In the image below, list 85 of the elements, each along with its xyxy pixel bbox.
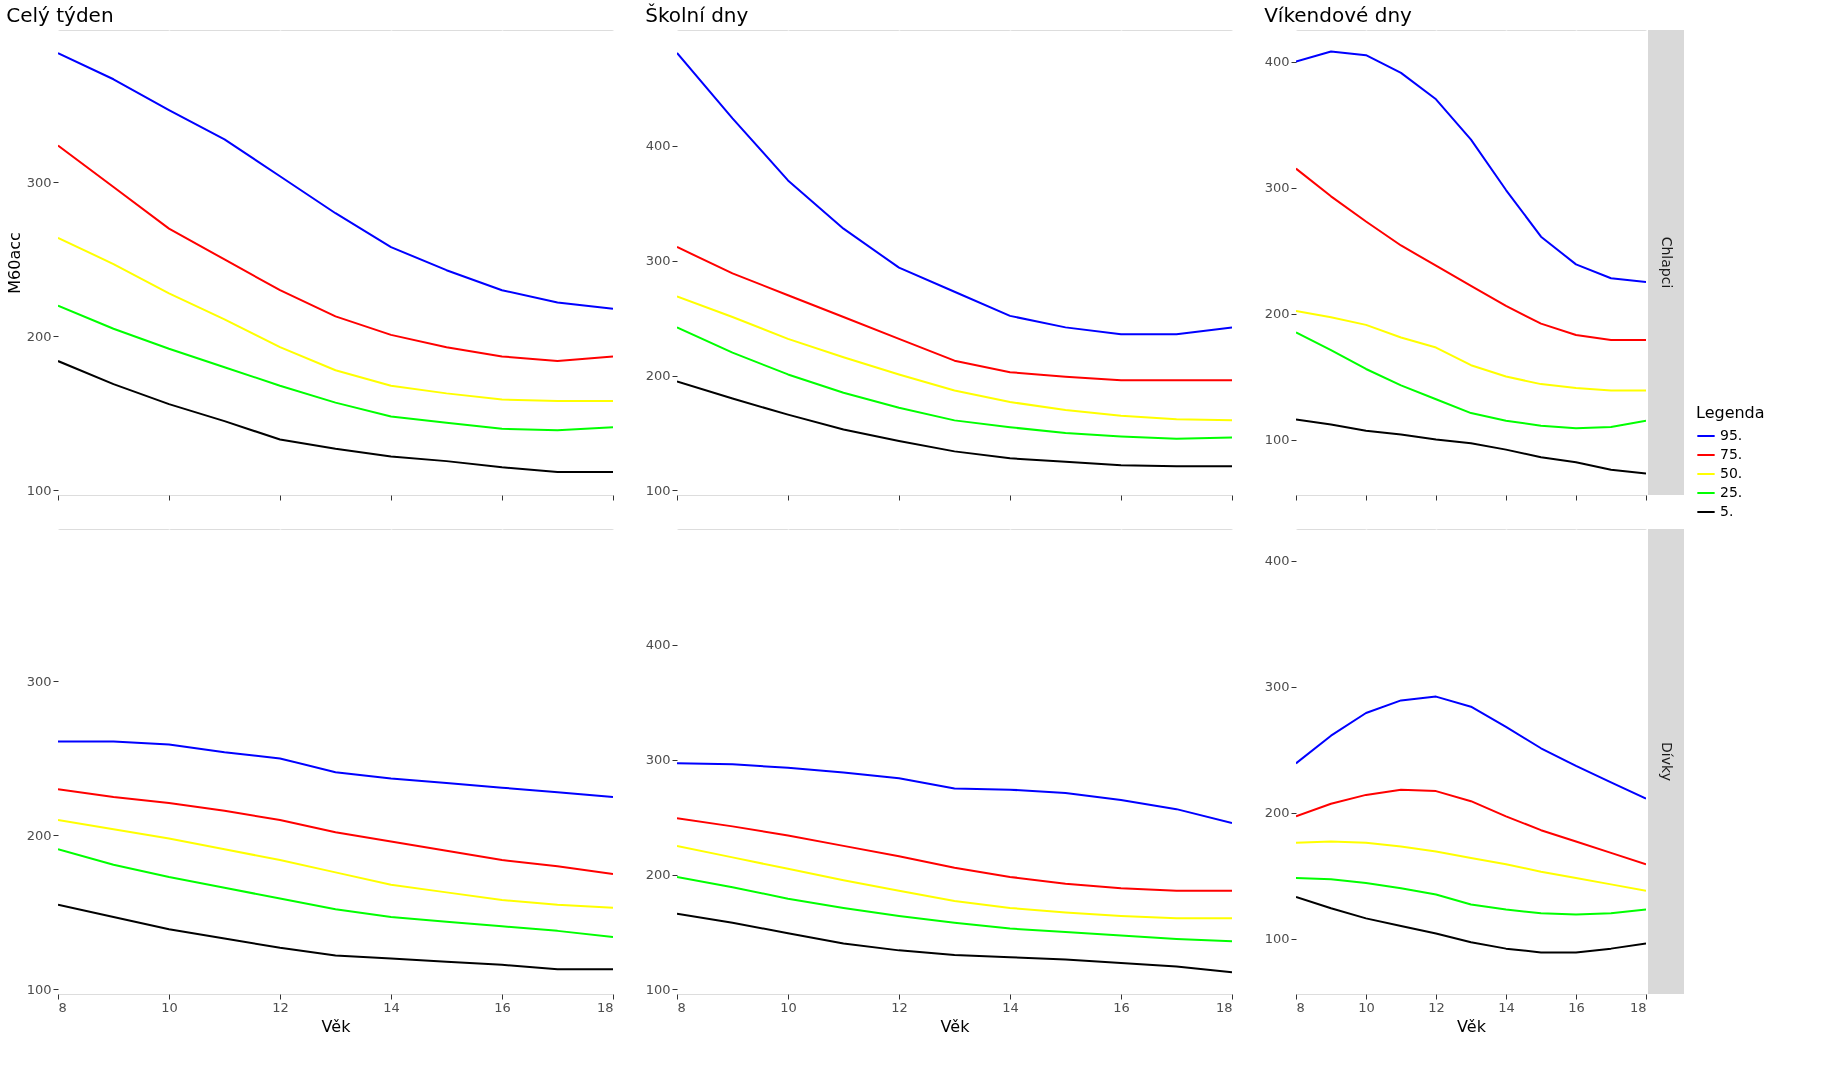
x-tick-label: 18 (1215, 999, 1233, 1015)
line-series (58, 819, 613, 909)
legend-label: 75. (1720, 446, 1743, 462)
y-tick-label: 200 (1264, 805, 1290, 821)
line-series (58, 740, 613, 798)
line-series (58, 144, 613, 363)
x-tick-label: 14 (1002, 999, 1019, 1015)
y-tick-label: 300 (26, 673, 52, 689)
x-tick-label: 18 (1629, 999, 1647, 1015)
legend-title: Legenda (1696, 403, 1765, 422)
chart-title: Školní dny (645, 3, 749, 27)
y-tick-label: 400 (1264, 54, 1290, 69)
y-tick-label: 100 (645, 981, 671, 997)
line-series (58, 788, 613, 875)
legend-label: 95. (1720, 427, 1743, 443)
x-tick-label: 16 (1568, 999, 1585, 1015)
y-tick-label: 100 (26, 981, 52, 997)
x-tick-label: 8 (1296, 999, 1305, 1015)
y-tick-label: 100 (1264, 931, 1290, 947)
y-tick-label: 400 (645, 637, 671, 653)
x-tick-label: 14 (1498, 999, 1515, 1015)
x-tick-label: 12 (272, 999, 289, 1015)
legend-label: 50. (1720, 465, 1743, 481)
chart-title: Celý týden (6, 3, 114, 27)
x-axis-title: Věk (321, 1016, 352, 1036)
x-tick-label: 12 (1428, 999, 1445, 1015)
y-tick-label: 200 (645, 867, 671, 883)
text: Dívky (1659, 742, 1675, 781)
x-tick-label: 10 (780, 999, 797, 1015)
chart-title: Víkendové dny (1264, 3, 1413, 27)
legend-label: 25. (1720, 484, 1743, 500)
x-axis-title: Věk (1457, 1016, 1487, 1036)
line-series (1296, 167, 1646, 341)
line-series (1296, 418, 1646, 475)
line-series (677, 246, 1232, 382)
line-series (58, 360, 613, 473)
x-tick-label: 14 (383, 999, 400, 1015)
line-series (677, 817, 1232, 892)
y-tick-label: 300 (1264, 180, 1290, 196)
line-series (677, 762, 1232, 824)
line-series (58, 903, 613, 971)
x-tick-label: 16 (1113, 999, 1130, 1015)
line-series (58, 304, 613, 432)
line-series (677, 326, 1232, 440)
line-series (1296, 331, 1646, 430)
y-tick-label: 200 (645, 368, 671, 384)
y-tick-label: 200 (26, 827, 52, 843)
x-tick-label: 8 (58, 999, 67, 1015)
y-tick-label: 100 (1264, 432, 1290, 448)
x-axis-title: Věk (940, 1016, 971, 1036)
line-series (58, 848, 613, 939)
x-tick-label: 10 (161, 999, 178, 1015)
line-series (1296, 840, 1646, 892)
y-tick-label: 400 (645, 138, 671, 154)
x-tick-label: 16 (494, 999, 511, 1015)
line-series (1296, 895, 1646, 954)
y-tick-label: 300 (1264, 679, 1290, 695)
y-tick-label: 400 (1264, 553, 1290, 568)
line-series (1296, 788, 1646, 866)
text: Chlapci (1659, 236, 1675, 289)
line-series (677, 844, 1232, 920)
legend-label: 5. (1720, 503, 1734, 519)
y-tick-label: 100 (26, 482, 52, 498)
y-tick-label: 200 (1264, 306, 1290, 322)
line-series (1296, 50, 1646, 284)
line-series (677, 295, 1232, 422)
y-tick-label: 100 (645, 482, 671, 498)
x-tick-label: 8 (677, 999, 686, 1015)
line-series (677, 875, 1232, 943)
y-tick-label: 300 (645, 253, 671, 269)
x-tick-label: 12 (891, 999, 908, 1015)
y-tick-label: 200 (26, 328, 52, 344)
x-tick-label: 18 (596, 999, 614, 1015)
line-series (1296, 695, 1646, 800)
y-tick-label: 300 (645, 752, 671, 768)
y-axis-title: M60acc (4, 232, 24, 294)
line-series (677, 51, 1232, 336)
line-series (677, 912, 1232, 974)
line-series (677, 380, 1232, 468)
line-series (58, 52, 613, 310)
y-tick-label: 300 (26, 174, 52, 190)
x-tick-label: 10 (1358, 999, 1375, 1015)
line-series (58, 236, 613, 403)
line-series (1296, 877, 1646, 916)
line-series (1296, 310, 1646, 392)
